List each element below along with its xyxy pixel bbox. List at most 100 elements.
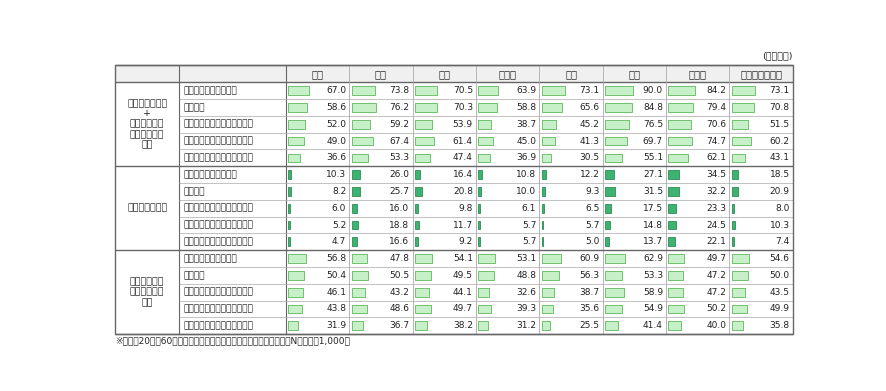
Text: 16.6: 16.6: [389, 237, 409, 246]
Bar: [478, 237, 480, 246]
Bar: [668, 221, 676, 230]
Text: 53.3: 53.3: [643, 271, 663, 280]
Bar: [478, 321, 488, 330]
Bar: [288, 170, 291, 179]
Text: 韓国: 韓国: [565, 69, 577, 79]
Text: 60.9: 60.9: [579, 254, 600, 263]
Text: 条件によって
は提供しても
よい: 条件によって は提供しても よい: [130, 277, 165, 307]
Bar: [605, 237, 610, 246]
Bar: [415, 305, 431, 313]
Text: 43.8: 43.8: [326, 305, 346, 314]
Text: 54.9: 54.9: [643, 305, 663, 314]
Text: 6.0: 6.0: [331, 204, 346, 213]
Text: 12.2: 12.2: [579, 170, 600, 179]
Text: 53.1: 53.1: [517, 254, 536, 263]
Text: 26.0: 26.0: [390, 170, 409, 179]
Bar: [541, 170, 546, 179]
Bar: [288, 120, 305, 129]
Text: 提供してもよい
+
条件によって
は提供しても
よい: 提供してもよい + 条件によって は提供しても よい: [127, 99, 167, 150]
Bar: [478, 86, 499, 95]
Bar: [415, 221, 418, 230]
Text: 84.8: 84.8: [643, 103, 663, 112]
Bar: [541, 288, 554, 296]
Bar: [668, 154, 688, 162]
Bar: [541, 103, 563, 112]
Text: ※各国、20代～60代の回答を各年代の人口に応じ加重平均した値。N値は各国1,000。: ※各国、20代～60代の回答を各年代の人口に応じ加重平均した値。N値は各国1,0…: [115, 337, 350, 346]
Text: 英国: 英国: [439, 69, 450, 79]
Text: 18.8: 18.8: [389, 221, 409, 230]
Bar: [668, 305, 684, 313]
Text: 25.7: 25.7: [390, 187, 409, 196]
Text: 49.7: 49.7: [453, 305, 473, 314]
Text: 38.2: 38.2: [453, 321, 473, 330]
Bar: [668, 170, 680, 179]
Bar: [415, 137, 434, 145]
Bar: [605, 271, 622, 280]
Text: 34.5: 34.5: [706, 170, 727, 179]
Bar: [732, 204, 734, 213]
Bar: [478, 288, 488, 296]
Text: オーストラリア: オーストラリア: [740, 69, 782, 79]
Bar: [541, 271, 559, 280]
Bar: [115, 65, 793, 83]
Text: 70.5: 70.5: [453, 86, 473, 95]
Bar: [352, 120, 370, 129]
Text: 32.2: 32.2: [706, 187, 727, 196]
Bar: [605, 305, 622, 313]
Bar: [668, 237, 675, 246]
Bar: [478, 120, 491, 129]
Bar: [478, 305, 491, 313]
Text: 6.1: 6.1: [522, 204, 536, 213]
Text: 30.5: 30.5: [579, 153, 600, 162]
Bar: [605, 221, 610, 230]
Text: 43.1: 43.1: [770, 153, 789, 162]
Text: 32.6: 32.6: [517, 288, 536, 297]
Bar: [415, 321, 427, 330]
Text: 5.7: 5.7: [522, 237, 536, 246]
Text: 47.2: 47.2: [706, 271, 727, 280]
Text: 公益事業を行う大企業: 公益事業を行う大企業: [183, 254, 237, 263]
Bar: [288, 221, 290, 230]
Text: 49.9: 49.9: [770, 305, 789, 314]
Text: 31.9: 31.9: [326, 321, 346, 330]
Bar: [732, 137, 750, 145]
Bar: [415, 288, 429, 296]
Text: 27.1: 27.1: [643, 170, 663, 179]
Text: 7.4: 7.4: [775, 237, 789, 246]
Text: 一般大企業（上場企業など）: 一般大企業（上場企業など）: [183, 204, 253, 213]
Text: 44.1: 44.1: [453, 288, 473, 297]
Text: 6.5: 6.5: [586, 204, 600, 213]
Text: 43.5: 43.5: [770, 288, 789, 297]
Text: 一般大企業（上場企業など）: 一般大企業（上場企業など）: [183, 120, 253, 129]
Text: 上記以外の一般企業（未知）: 上記以外の一般企業（未知）: [183, 321, 253, 330]
Text: ドイツ: ドイツ: [499, 69, 517, 79]
Bar: [605, 170, 614, 179]
Text: 中国: 中国: [628, 69, 641, 79]
Text: 67.0: 67.0: [326, 86, 346, 95]
Text: 73.1: 73.1: [579, 86, 600, 95]
Bar: [415, 86, 437, 95]
Text: 56.3: 56.3: [579, 271, 600, 280]
Bar: [732, 321, 743, 330]
Bar: [605, 86, 633, 95]
Bar: [478, 254, 495, 263]
Text: 31.5: 31.5: [643, 187, 663, 196]
Text: 76.2: 76.2: [390, 103, 409, 112]
Text: 54.1: 54.1: [453, 254, 473, 263]
Bar: [352, 237, 357, 246]
Bar: [732, 187, 738, 196]
Bar: [732, 288, 745, 296]
Text: 公益事業を行う大企業: 公益事業を行う大企業: [183, 170, 237, 179]
Text: 50.2: 50.2: [706, 305, 727, 314]
Text: 10.3: 10.3: [770, 221, 789, 230]
Bar: [352, 288, 365, 296]
Text: 36.7: 36.7: [389, 321, 409, 330]
Bar: [668, 204, 676, 213]
Text: 50.5: 50.5: [389, 271, 409, 280]
Text: 金融機関: 金融機関: [183, 103, 205, 112]
Bar: [541, 237, 543, 246]
Bar: [478, 154, 490, 162]
Text: 10.3: 10.3: [326, 170, 346, 179]
Text: 35.8: 35.8: [770, 321, 789, 330]
Text: 79.4: 79.4: [706, 103, 727, 112]
